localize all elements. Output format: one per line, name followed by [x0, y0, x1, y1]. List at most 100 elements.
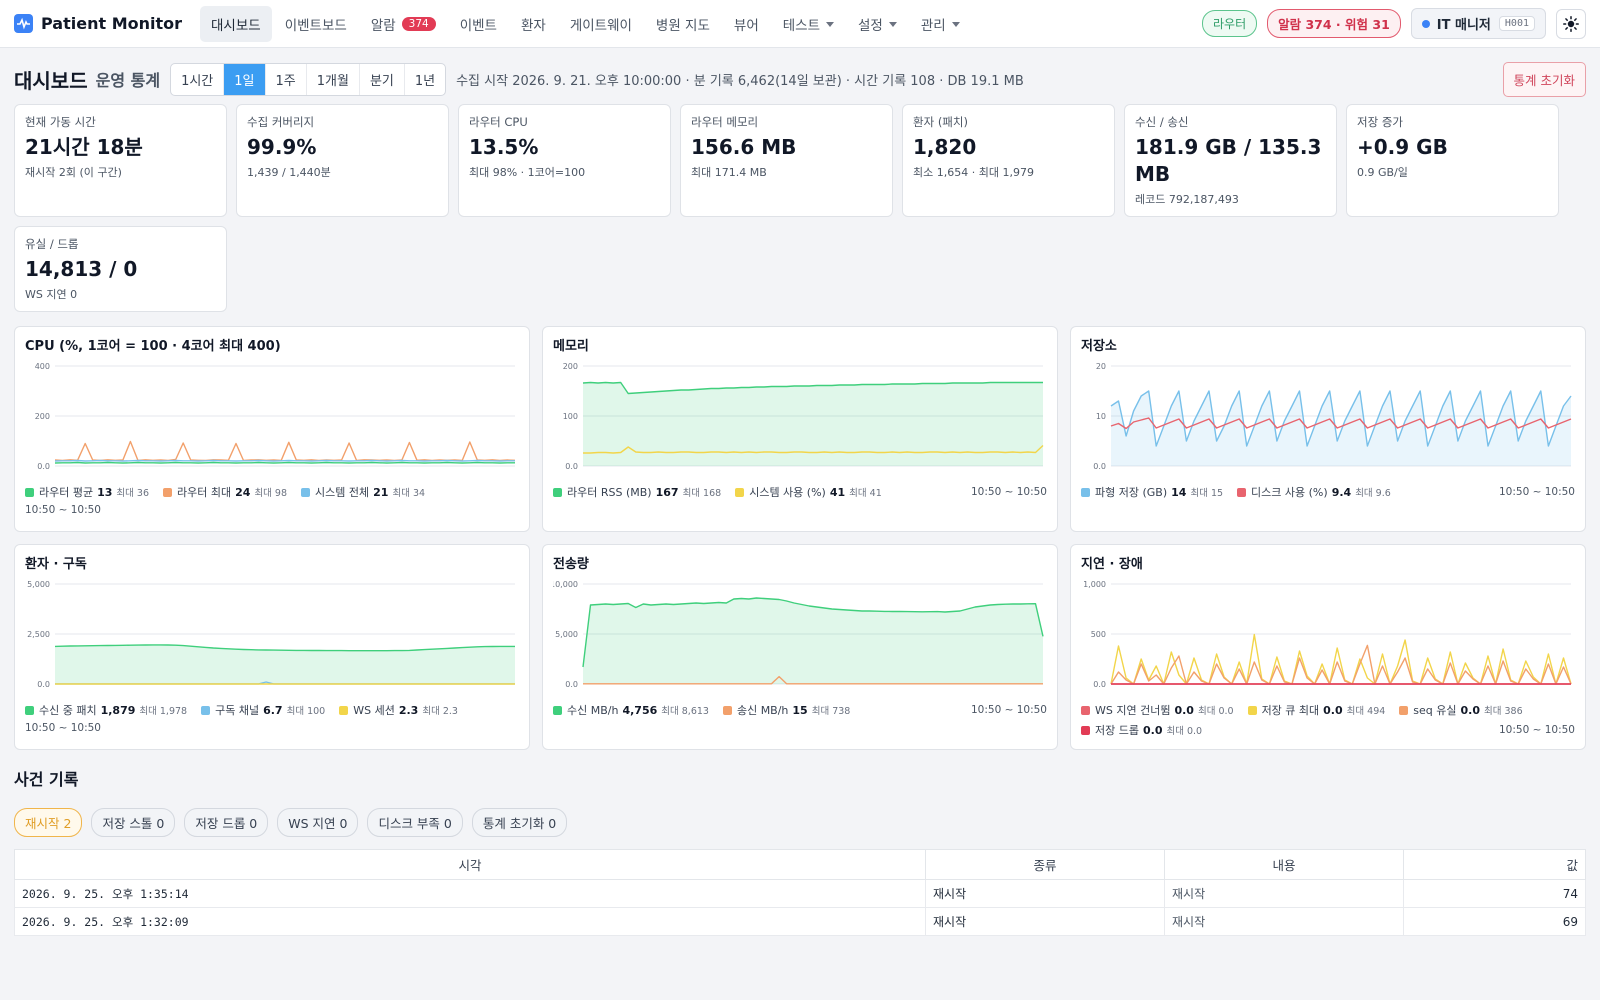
stat-sub: 레코드 792,187,493: [1135, 193, 1239, 206]
nav-label: 테스트: [782, 17, 821, 34]
range-1m-button[interactable]: 1개월: [307, 63, 360, 95]
storage-chart[interactable]: 20 10 0.0: [1081, 358, 1575, 478]
nav-item-events[interactable]: 이벤트: [449, 6, 508, 42]
legend-max: 최대 9.6: [1355, 488, 1391, 499]
column-header-content[interactable]: 내용: [1164, 849, 1404, 880]
filter-storage-stall[interactable]: 저장 스톨 0: [91, 808, 176, 837]
legend-item[interactable]: 구독 채널 6.7 최대 100: [201, 702, 325, 718]
range-1w-button[interactable]: 1주: [266, 63, 307, 95]
time-range-selector: 1시간 1일 1주 1개월 분기 1년: [170, 62, 447, 96]
memory-chart[interactable]: 200 100 0.0: [553, 358, 1047, 478]
y-tick-label: 0.0: [37, 680, 50, 689]
legend-item[interactable]: 라우터 RSS (MB) 167 최대 168: [553, 484, 721, 500]
legend-value: 9.4: [1331, 485, 1352, 499]
legend-item[interactable]: WS 지연 건너뜀 0.0 최대 0.0: [1081, 702, 1234, 718]
nav-item-gateway[interactable]: 게이트웨이: [559, 6, 643, 42]
series-line: [54, 461, 515, 464]
nav-item-alarms[interactable]: 알람 374: [360, 6, 447, 42]
stat-card-router-cpu: 라우터 CPU 13.5% 최대 98% · 1코어=100: [458, 104, 671, 217]
nav-label: 알람: [370, 17, 396, 34]
cpu-chart-card: CPU (%, 1코어 = 100 · 4코어 최대 400) 400 200 0.…: [14, 326, 530, 532]
nav-item-dashboard[interactable]: 대시보드: [200, 5, 272, 42]
stat-value: 21시간 18분: [25, 135, 143, 159]
user-name: IT 매니저: [1436, 18, 1491, 33]
chart-legend: 파형 저장 (GB) 14 최대 15 디스크 사용 (%) 9.4 최대 9.6 10…: [1081, 484, 1575, 500]
legend-item[interactable]: WS 세션 2.3 최대 2.3: [339, 702, 458, 718]
stat-cards: 현재 가동 시간 21시간 18분 재시작 2회 (이 구간) 수집 커버리지 …: [0, 96, 1600, 312]
legend-value: 167: [655, 485, 679, 499]
legend-item[interactable]: 파형 저장 (GB) 14 최대 15: [1081, 484, 1223, 500]
stat-value: +0.9 GB: [1357, 135, 1448, 159]
column-header-time[interactable]: 시각: [14, 849, 926, 880]
legend-item[interactable]: 디스크 사용 (%) 9.4 최대 9.6: [1237, 484, 1391, 500]
legend-value: 0.0: [1174, 703, 1194, 717]
nav-item-test[interactable]: 테스트: [772, 6, 845, 42]
filter-disk-low[interactable]: 디스크 부족 0: [367, 808, 463, 837]
nav-item-patients[interactable]: 환자: [510, 6, 557, 42]
filter-stats-reset[interactable]: 통계 초기화 0: [471, 808, 568, 837]
events-table: 시각 종류 내용 값 2026. 9. 25. 오후 1:35:14 재시작 재…: [14, 849, 1586, 936]
filter-storage-drop[interactable]: 저장 드롭 0: [184, 808, 269, 837]
nav-label: 게이트웨이: [569, 17, 632, 34]
legend-item[interactable]: 수신 MB/h 4,756 최대 8,613: [553, 702, 709, 718]
chart-time-range: 10:50 ~ 10:50: [1499, 486, 1575, 498]
legend-label: WS 세션: [353, 704, 395, 717]
legend-item[interactable]: 송신 MB/h 15 최대 738: [722, 702, 850, 718]
range-1y-button[interactable]: 1년: [414, 73, 436, 89]
user-menu[interactable]: IT 매니저 H001: [1410, 8, 1546, 39]
reset-stats-button[interactable]: 통계 초기화: [1502, 61, 1586, 97]
router-status-pill[interactable]: 라우터: [1202, 10, 1258, 37]
legend-item[interactable]: 수신 중 패치 1,879 최대 1,978: [25, 702, 187, 718]
filter-restart[interactable]: 재시작 2: [14, 808, 83, 837]
legend-value: 0.0: [1323, 703, 1343, 717]
patients-chart-card: 환자 · 구독 5,000 2,500 0.0 수신 중 패치 1,879 최대 1,9…: [14, 544, 530, 750]
legend-item[interactable]: seq 유실 0.0 최대 386: [1399, 702, 1523, 718]
stat-label: 저장 증가: [1357, 115, 1403, 129]
theme-toggle-button[interactable]: [1556, 8, 1586, 39]
legend-item[interactable]: 시스템 사용 (%) 41 최대 41: [735, 484, 882, 500]
nav-item-eventboard[interactable]: 이벤트보드: [274, 6, 358, 42]
alarm-summary-pill[interactable]: 알람 374 · 위험 31: [1267, 9, 1401, 38]
legend-item[interactable]: 시스템 전체 21 최대 34: [301, 484, 425, 500]
chart-time-range: 10:50 ~ 10:50: [971, 486, 1047, 498]
table-row[interactable]: 2026. 9. 25. 오후 1:35:14 재시작 재시작 74: [14, 879, 1586, 908]
legend-item[interactable]: 저장 큐 최대 0.0 최대 494: [1247, 702, 1385, 718]
legend-max: 최대 168: [682, 488, 722, 499]
table-row[interactable]: 2026. 9. 25. 오후 1:32:09 재시작 재시작 69: [14, 907, 1586, 936]
stat-sub: 재시작 2회 (이 구간): [25, 166, 122, 179]
legend-item[interactable]: 라우터 최대 24 최대 98: [163, 484, 287, 500]
range-quarter-button[interactable]: 분기: [360, 63, 405, 95]
column-header-value[interactable]: 값: [1403, 849, 1586, 880]
patients-chart[interactable]: 5,000 2,500 0.0: [25, 576, 519, 696]
brand[interactable]: Patient Monitor: [14, 14, 182, 33]
series-line: [54, 440, 516, 462]
series-area: [583, 598, 1043, 684]
legend-item[interactable]: 저장 드롭 0.0 최대 0.0: [1081, 722, 1202, 738]
cell-kind: 재시작: [925, 907, 1165, 936]
legend-swatch: [301, 487, 311, 497]
chevron-down-icon: [826, 22, 835, 27]
column-header-kind[interactable]: 종류: [925, 849, 1165, 880]
nav-item-viewer[interactable]: 뷰어: [723, 6, 770, 42]
legend-swatch: [201, 705, 211, 715]
range-1h-button[interactable]: 1시간: [171, 63, 225, 95]
nav-item-hospital-map[interactable]: 병원 지도: [645, 6, 721, 42]
throughput-chart[interactable]: 10,000 5,000 0.0: [553, 576, 1047, 696]
latency-chart-card: 지연 · 장애 1,000 500 0.0 WS 지연 건너뜀 0.0 최대 0.0 저…: [1070, 544, 1586, 750]
legend-item[interactable]: 라우터 평균 13 최대 36: [25, 484, 149, 500]
legend-label: 저장 드롭: [1095, 724, 1139, 737]
chart-time-range: 10:50 ~ 10:50: [971, 704, 1047, 716]
stat-card-router-memory: 라우터 메모리 156.6 MB 최대 171.4 MB: [680, 104, 893, 217]
chart-title: CPU (%, 1코어 = 100 · 4코어 최대 400): [25, 339, 281, 354]
user-status-dot: [1421, 19, 1430, 28]
legend-swatch: [1081, 725, 1090, 735]
page-title: 대시보드: [14, 68, 88, 93]
range-1d-button[interactable]: 1일: [224, 63, 266, 95]
cpu-chart[interactable]: 400 200 0.0: [25, 358, 519, 478]
cell-kind: 재시작: [925, 879, 1165, 908]
filter-ws-latency[interactable]: WS 지연 0: [277, 808, 359, 837]
legend-swatch: [163, 487, 173, 497]
nav-item-admin[interactable]: 관리: [910, 6, 971, 42]
nav-item-settings[interactable]: 설정: [847, 6, 908, 42]
latency-chart[interactable]: 1,000 500 0.0: [1081, 576, 1575, 696]
